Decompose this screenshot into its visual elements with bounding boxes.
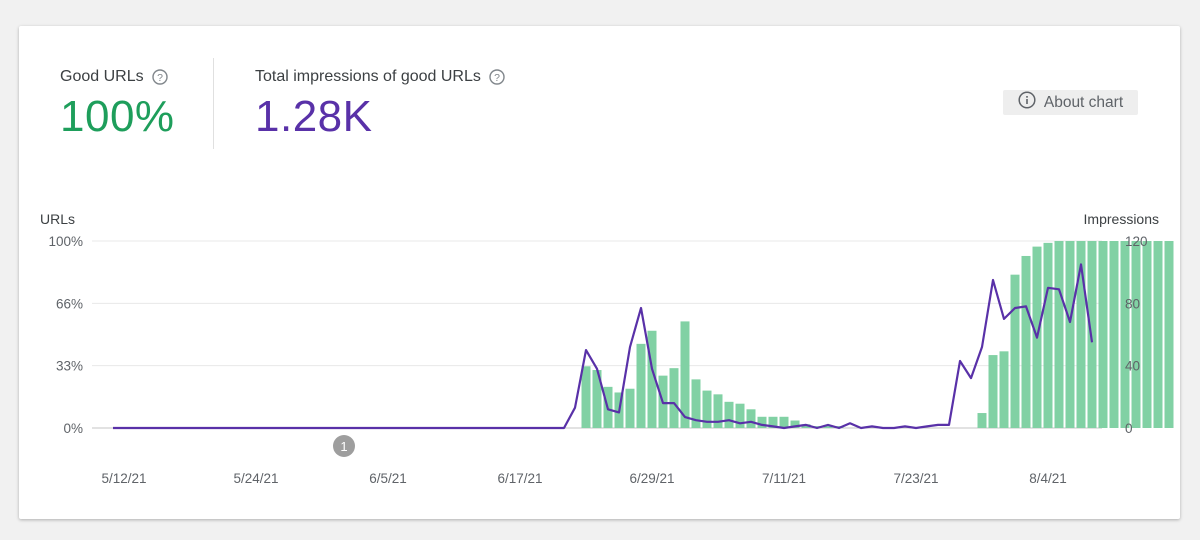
svg-text:?: ? xyxy=(157,72,163,84)
url-bar[interactable] xyxy=(1098,241,1108,428)
url-bar[interactable] xyxy=(1010,274,1020,428)
x-tick-label: 8/4/21 xyxy=(1029,471,1067,486)
impressions-metric[interactable]: Total impressions of good URLs ? 1.28K xyxy=(255,68,505,142)
left-axis-title: URLs xyxy=(40,211,75,227)
url-bar[interactable] xyxy=(713,394,723,428)
url-bar[interactable] xyxy=(636,343,646,428)
url-bar[interactable] xyxy=(1131,241,1141,428)
annotation-circle xyxy=(333,435,355,457)
help-icon[interactable]: ? xyxy=(151,69,168,85)
right-tick-label: 40 xyxy=(1125,359,1140,374)
url-bar[interactable] xyxy=(1021,255,1031,428)
good-urls-metric[interactable]: Good URLs ? 100% xyxy=(60,68,175,142)
url-bar[interactable] xyxy=(592,370,602,428)
impressions-value: 1.28K xyxy=(255,92,373,141)
impressions-label: Total impressions of good URLs xyxy=(255,68,481,85)
x-tick-label: 7/23/21 xyxy=(893,471,938,486)
url-bar[interactable] xyxy=(757,416,767,428)
url-bar[interactable] xyxy=(647,330,657,428)
performance-card: Good URLs ? 100% Total impressions of go… xyxy=(19,26,1180,519)
annotation-label: 1 xyxy=(340,439,347,454)
url-bar[interactable] xyxy=(625,388,635,428)
right-axis-title: Impressions xyxy=(1084,211,1159,227)
good-urls-label-row: Good URLs ? xyxy=(60,68,175,86)
url-bar[interactable] xyxy=(1054,241,1064,428)
left-tick-label: 66% xyxy=(56,296,83,311)
metric-divider xyxy=(213,58,214,149)
url-bar[interactable] xyxy=(1153,241,1163,428)
url-bar[interactable] xyxy=(746,409,756,428)
url-bar[interactable] xyxy=(702,390,712,428)
url-bar[interactable] xyxy=(669,368,679,428)
help-icon[interactable]: ? xyxy=(489,69,505,85)
x-tick-label: 7/11/21 xyxy=(762,471,806,486)
x-tick-label: 6/5/21 xyxy=(369,471,407,486)
url-bar[interactable] xyxy=(691,379,701,428)
right-tick-label: 80 xyxy=(1125,296,1140,311)
url-bar[interactable] xyxy=(999,351,1009,428)
about-chart-label: About chart xyxy=(1043,93,1124,111)
about-chart-button[interactable]: About chart xyxy=(1003,90,1138,115)
right-tick-label: 0 xyxy=(1125,421,1133,436)
url-bar[interactable] xyxy=(988,355,998,428)
good-urls-label: Good URLs xyxy=(60,68,144,85)
url-bar[interactable] xyxy=(790,420,800,428)
x-tick-label: 5/24/21 xyxy=(233,471,278,486)
svg-text:?: ? xyxy=(494,72,500,84)
url-bar[interactable] xyxy=(1109,241,1119,428)
left-tick-label: 100% xyxy=(48,234,83,249)
left-tick-label: 0% xyxy=(63,421,83,436)
impressions-label-row: Total impressions of good URLs ? xyxy=(255,68,505,86)
performance-chart: 100% 120 66% 80 33% 40 0% 0 URLs Impressions 5/12/… xyxy=(40,211,1174,486)
url-bar[interactable] xyxy=(724,401,734,428)
url-bar[interactable] xyxy=(768,416,778,428)
url-bar[interactable] xyxy=(581,366,591,428)
url-bar[interactable] xyxy=(1120,241,1130,428)
info-icon xyxy=(1018,91,1036,114)
x-tick-label: 6/17/21 xyxy=(497,471,542,486)
url-bar[interactable] xyxy=(1142,241,1152,428)
url-bar[interactable] xyxy=(1076,241,1086,428)
url-bar[interactable] xyxy=(1164,241,1174,428)
url-bar[interactable] xyxy=(680,321,690,428)
impressions-line[interactable] xyxy=(113,263,1094,430)
url-bar[interactable] xyxy=(801,424,811,428)
left-tick-label: 33% xyxy=(56,359,83,374)
good-urls-value: 100% xyxy=(60,92,175,141)
x-tick-label: 6/29/21 xyxy=(629,471,674,486)
url-bar[interactable] xyxy=(823,426,833,428)
url-bar[interactable] xyxy=(779,416,789,428)
right-tick-label: 120 xyxy=(1125,234,1148,249)
url-bar[interactable] xyxy=(735,403,745,428)
url-bar[interactable] xyxy=(1043,242,1053,428)
url-bar[interactable] xyxy=(1065,241,1075,428)
annotation-marker[interactable]: 1 xyxy=(333,435,355,457)
url-bar[interactable] xyxy=(977,413,987,428)
x-tick-label: 5/12/21 xyxy=(101,471,146,486)
